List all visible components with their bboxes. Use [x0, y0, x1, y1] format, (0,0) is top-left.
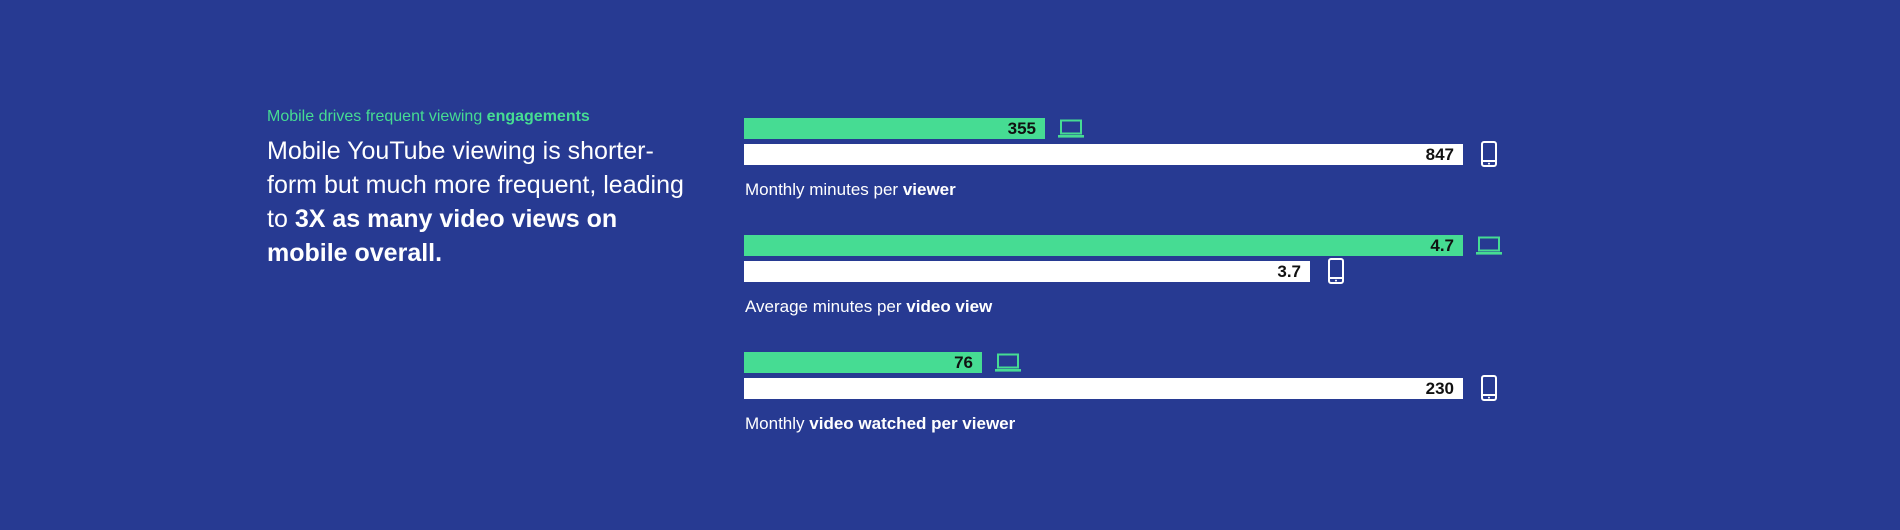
laptop-icon — [1475, 236, 1503, 261]
headline-bold: 3X as many video views on mobile overall… — [267, 205, 618, 267]
laptop-icon — [994, 353, 1022, 378]
bar-group-caption: Monthly minutes per viewer — [745, 180, 956, 200]
caption-bold: video watched per viewer — [809, 414, 1016, 433]
phone-icon — [1480, 375, 1498, 406]
headline: Mobile YouTube viewing is shorter-form b… — [267, 134, 687, 270]
bar-group: 355 847 Monthly minutes per viewer — [744, 118, 1544, 218]
phone-icon — [1327, 258, 1345, 289]
data-label: 76 — [954, 352, 973, 372]
laptop-icon — [1057, 119, 1085, 144]
data-label: 4.7 — [1430, 235, 1454, 255]
data-label: 847 — [1425, 144, 1454, 164]
bar-group: 76 230 Monthly video watched per viewer — [744, 352, 1544, 452]
data-label: 355 — [1007, 118, 1036, 138]
desktop-bar: 76 — [744, 352, 982, 373]
desktop-bar: 4.7 — [744, 235, 1463, 256]
bar-group-caption: Monthly video watched per viewer — [745, 414, 1015, 434]
mobile-bar: 847 — [744, 144, 1463, 165]
intro-text: Mobile drives frequent viewing engagemen… — [267, 108, 687, 270]
data-label: 230 — [1425, 378, 1454, 398]
mobile-bar: 3.7 — [744, 261, 1310, 282]
eyebrow-text: Mobile drives frequent viewing — [267, 108, 483, 125]
data-label: 3.7 — [1277, 261, 1301, 281]
desktop-bar: 355 — [744, 118, 1045, 139]
caption-text: Average minutes per — [745, 297, 902, 316]
eyebrow-bold: engagements — [486, 108, 590, 125]
headline-text: Mobile YouTube viewing is shorter-form b… — [267, 137, 684, 233]
caption-text: Monthly — [745, 414, 805, 433]
bar-chart: 355 847 Monthly minutes per viewer 4.7 3.7 Av… — [744, 0, 1544, 530]
mobile-bar: 230 — [744, 378, 1463, 399]
phone-icon — [1480, 141, 1498, 172]
bar-group-caption: Average minutes per video view — [745, 297, 992, 317]
eyebrow: Mobile drives frequent viewing engagemen… — [267, 108, 687, 126]
caption-bold: video view — [906, 297, 993, 316]
caption-text: Monthly minutes per — [745, 180, 899, 199]
bar-group: 4.7 3.7 Average minutes per video view — [744, 235, 1544, 335]
caption-bold: viewer — [902, 180, 956, 199]
